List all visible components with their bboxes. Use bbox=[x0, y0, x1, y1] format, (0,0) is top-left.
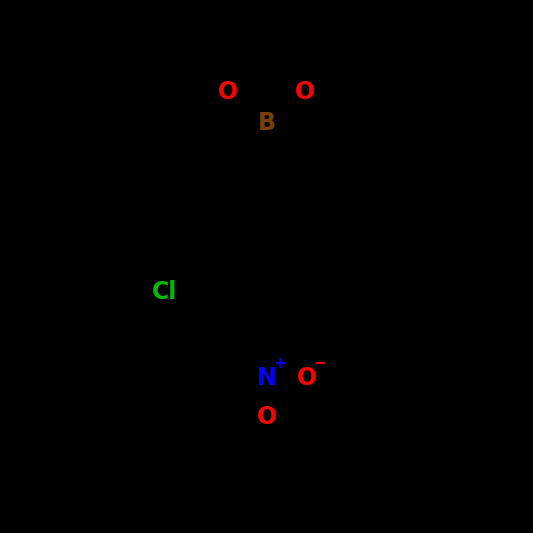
Circle shape bbox=[252, 402, 281, 432]
Text: O: O bbox=[296, 366, 317, 391]
Text: −: − bbox=[313, 356, 326, 371]
Text: N: N bbox=[256, 366, 277, 391]
Text: O: O bbox=[218, 79, 238, 104]
Text: Cl: Cl bbox=[151, 280, 177, 304]
Text: O: O bbox=[256, 405, 277, 429]
Text: O: O bbox=[295, 79, 315, 104]
Circle shape bbox=[213, 77, 243, 107]
Circle shape bbox=[252, 364, 281, 393]
Circle shape bbox=[290, 77, 320, 107]
Text: B: B bbox=[257, 110, 276, 135]
Text: +: + bbox=[273, 356, 286, 371]
Circle shape bbox=[292, 364, 321, 393]
Circle shape bbox=[149, 277, 179, 306]
Circle shape bbox=[252, 108, 281, 138]
